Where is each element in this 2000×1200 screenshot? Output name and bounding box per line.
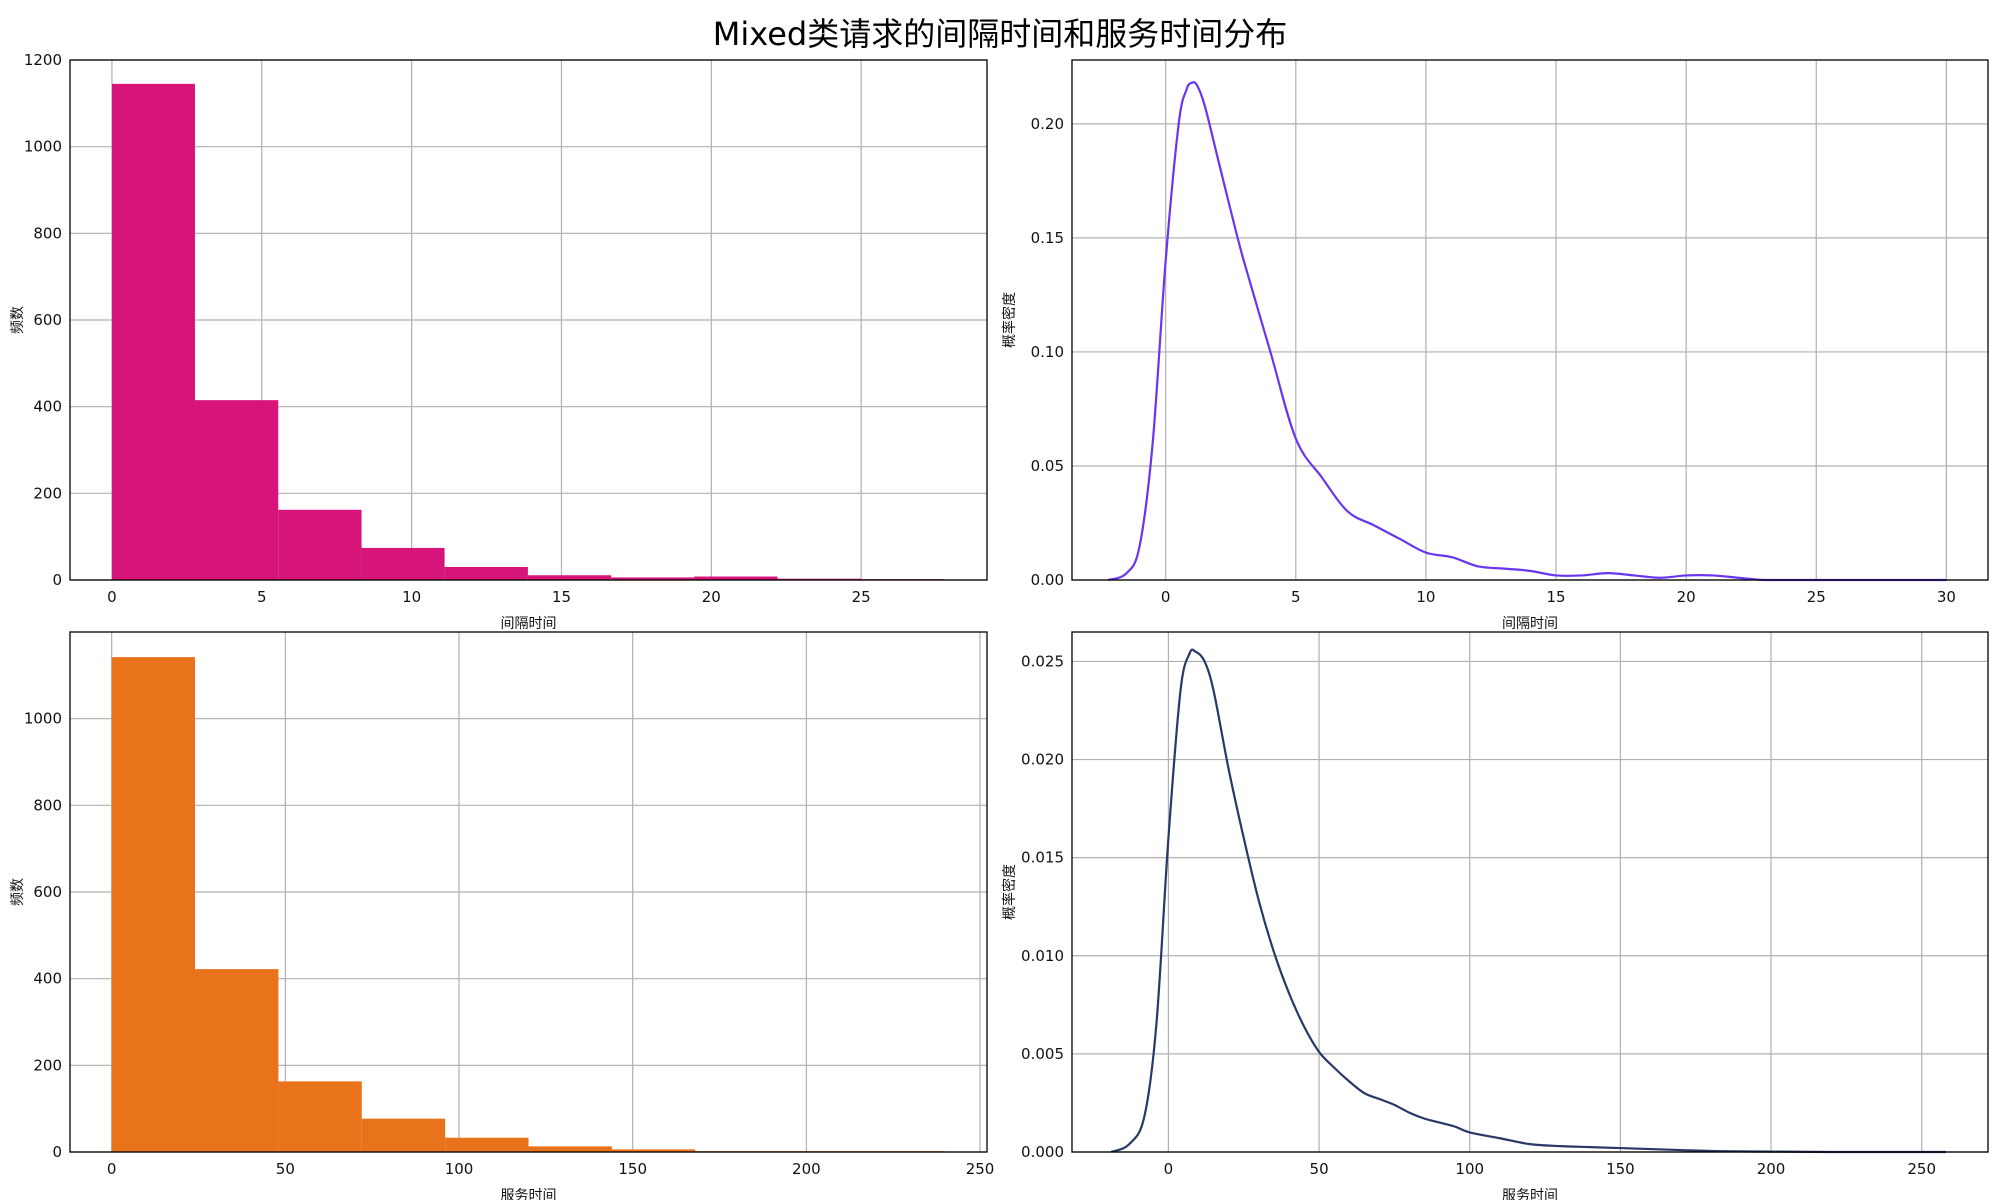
axes: 0 5 10 15 20 25 30 0.00 0.05 0.10 0.15 0.20 xyxy=(1031,59,1989,606)
histogram-bar xyxy=(111,657,196,1152)
y-tick-label: 0.005 xyxy=(1021,1045,1064,1063)
x-tick-label: 200 xyxy=(1757,1160,1786,1178)
axes-frame xyxy=(69,59,988,581)
x-tick-label: 0 xyxy=(1161,588,1171,606)
y-tick-label: 0.015 xyxy=(1021,849,1064,867)
panel-interval-histogram: 间隔时间 频数 0 5 10 15 20 25 0 200 400 600 800 1000 1200 xyxy=(10,51,988,632)
x-tick-label: 5 xyxy=(1291,588,1301,606)
histogram-bar xyxy=(195,969,279,1152)
x-tick-label: 150 xyxy=(1606,1160,1635,1178)
histogram-bar xyxy=(445,1137,529,1152)
ylabel: 概率密度 xyxy=(1001,292,1018,348)
y-tick-label: 0.00 xyxy=(1031,571,1064,589)
y-tick-label: 200 xyxy=(33,484,62,502)
ylabel: 频数 xyxy=(10,306,26,334)
y-tick-label: 0 xyxy=(52,571,62,589)
y-tick-label: 600 xyxy=(33,311,62,329)
y-tick-label: 800 xyxy=(33,224,62,242)
y-tick-label: 600 xyxy=(33,883,62,901)
x-tick-label: 25 xyxy=(852,588,871,606)
histogram-bar xyxy=(361,1118,446,1152)
x-tick-label: 50 xyxy=(1310,1160,1329,1178)
axes: 0 50 100 150 200 250 0.000 0.005 0.010 0.015 0.020… xyxy=(1021,631,1989,1178)
x-tick-label: 50 xyxy=(276,1160,295,1178)
histogram-bar xyxy=(611,1149,696,1152)
y-tick-label: 0.15 xyxy=(1031,229,1064,247)
y-tick-label: 400 xyxy=(33,970,62,988)
y-tick-label: 1200 xyxy=(24,51,62,69)
xlabel: 间隔时间 xyxy=(501,616,557,632)
histogram-bar xyxy=(111,83,195,580)
x-tick-label: 200 xyxy=(792,1160,821,1178)
panel-service-density: 服务时间 概率密度 0 50 100 150 200 250 0.000 0.005 0.010… xyxy=(1001,631,1989,1200)
axes: 0 5 10 15 20 25 0 200 400 600 800 1000 1200 xyxy=(24,51,988,606)
x-tick-label: 0 xyxy=(1164,1160,1174,1178)
xlabel: 服务时间 xyxy=(501,1188,557,1200)
y-tick-label: 0.020 xyxy=(1021,751,1064,769)
density-line xyxy=(1110,648,1946,1154)
figure-title: Mixed类请求的间隔时间和服务时间分布 xyxy=(713,15,1287,53)
histogram-bar xyxy=(278,1081,362,1152)
y-tick-label: 0.05 xyxy=(1031,457,1064,475)
y-tick-label: 0.025 xyxy=(1021,652,1064,670)
y-tick-label: 1000 xyxy=(24,138,62,156)
axes: 0 50 100 150 200 250 0 200 400 600 800 1000 xyxy=(24,631,995,1178)
axes-frame xyxy=(1071,59,1989,581)
panel-interval-density: 间隔时间 概率密度 0 5 10 15 20 25 30 0.00 0.05 0.10 0.15 0.… xyxy=(1001,59,1989,632)
y-tick-label: 0.10 xyxy=(1031,343,1064,361)
histogram-bar xyxy=(444,567,528,580)
histogram-bar xyxy=(361,547,445,580)
x-tick-label: 10 xyxy=(402,588,421,606)
xlabel: 服务时间 xyxy=(1502,1188,1558,1200)
axes-frame xyxy=(69,631,988,1153)
xlabel: 间隔时间 xyxy=(1502,616,1558,632)
x-tick-label: 150 xyxy=(618,1160,647,1178)
x-tick-label: 10 xyxy=(1416,588,1435,606)
x-tick-label: 250 xyxy=(1907,1160,1936,1178)
grid xyxy=(1072,632,1988,1153)
histogram-bar xyxy=(528,1146,612,1152)
panel-service-histogram: 服务时间 频数 0 50 100 150 200 250 0 200 400 600 800 1000 xyxy=(10,631,995,1200)
x-tick-label: 0 xyxy=(107,1160,117,1178)
histogram-bar xyxy=(527,575,612,580)
ylabel: 概率密度 xyxy=(1001,864,1018,920)
x-tick-label: 20 xyxy=(702,588,721,606)
x-tick-label: 25 xyxy=(1807,588,1826,606)
data-marks xyxy=(1108,81,1947,582)
y-tick-label: 200 xyxy=(33,1056,62,1074)
y-tick-label: 0.010 xyxy=(1021,947,1064,965)
x-tick-label: 20 xyxy=(1677,588,1696,606)
x-tick-label: 15 xyxy=(1546,588,1565,606)
histogram-bar xyxy=(777,578,861,580)
y-tick-label: 0.20 xyxy=(1031,115,1064,133)
grid xyxy=(1072,60,1988,581)
x-tick-label: 5 xyxy=(257,588,267,606)
axes-frame xyxy=(1071,631,1989,1153)
histogram-bar xyxy=(278,509,362,580)
x-tick-label: 250 xyxy=(966,1160,995,1178)
y-tick-label: 0 xyxy=(52,1143,62,1161)
ylabel: 频数 xyxy=(10,878,26,906)
histogram-bar xyxy=(611,577,695,580)
data-marks xyxy=(111,657,946,1152)
x-tick-label: 0 xyxy=(107,588,117,606)
histogram-bar xyxy=(694,576,778,580)
x-tick-label: 15 xyxy=(552,588,571,606)
y-tick-label: 800 xyxy=(33,796,62,814)
x-tick-label: 100 xyxy=(1455,1160,1484,1178)
x-tick-label: 100 xyxy=(445,1160,474,1178)
data-marks xyxy=(111,83,944,580)
y-tick-label: 1000 xyxy=(24,710,62,728)
y-tick-label: 0.000 xyxy=(1021,1143,1064,1161)
x-tick-label: 30 xyxy=(1937,588,1956,606)
y-tick-label: 400 xyxy=(33,398,62,416)
histogram-bar xyxy=(194,400,279,580)
density-line xyxy=(1108,81,1947,582)
data-marks xyxy=(1110,648,1946,1154)
